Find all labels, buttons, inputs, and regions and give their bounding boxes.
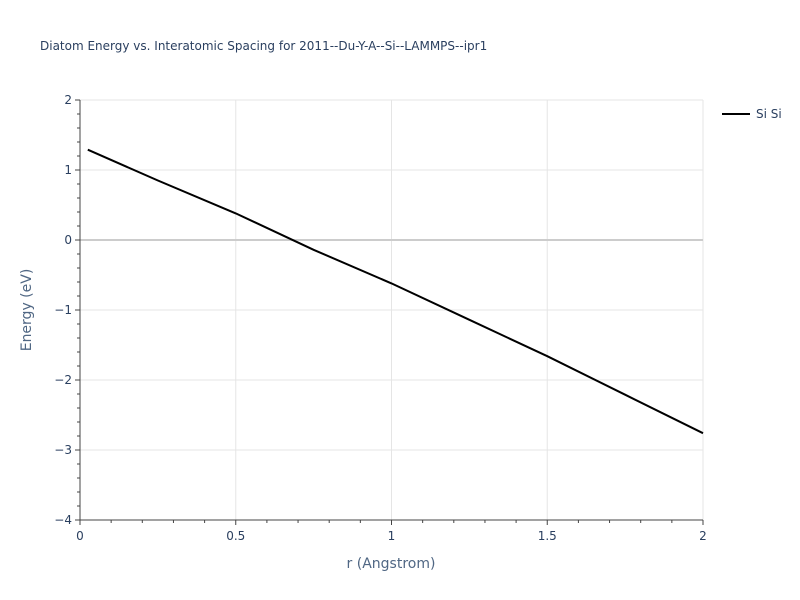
x-tick-label: 2 [699,529,707,543]
series-line-si-si [87,148,704,435]
legend-label-si-si: Si Si [756,107,782,121]
axes-layer [75,99,704,525]
y-tick-label: −3 [54,443,72,457]
tick-layer: 0 0.5 1 1.5 2 −4 −3 −2 −1 0 1 2 [54,93,707,543]
legend[interactable]: Si Si [722,107,782,121]
y-tick-label: −4 [54,513,72,527]
y-tick-label: 1 [64,163,72,177]
y-tick-label: 2 [64,93,72,107]
y-tick-label: −2 [54,373,72,387]
grid-layer [80,99,704,520]
y-tick-label: −1 [54,303,72,317]
y-tick-label: 0 [64,233,72,247]
x-tick-label: 1.5 [538,529,557,543]
x-tick-label: 0 [76,529,84,543]
series-layer [87,148,704,435]
y-axis-title: Energy (eV) [19,269,35,352]
x-tick-label: 1 [388,529,396,543]
chart-title: Diatom Energy vs. Interatomic Spacing fo… [40,39,487,53]
x-tick-label: 0.5 [226,529,245,543]
x-axis-title: r (Angstrom) [347,556,436,572]
